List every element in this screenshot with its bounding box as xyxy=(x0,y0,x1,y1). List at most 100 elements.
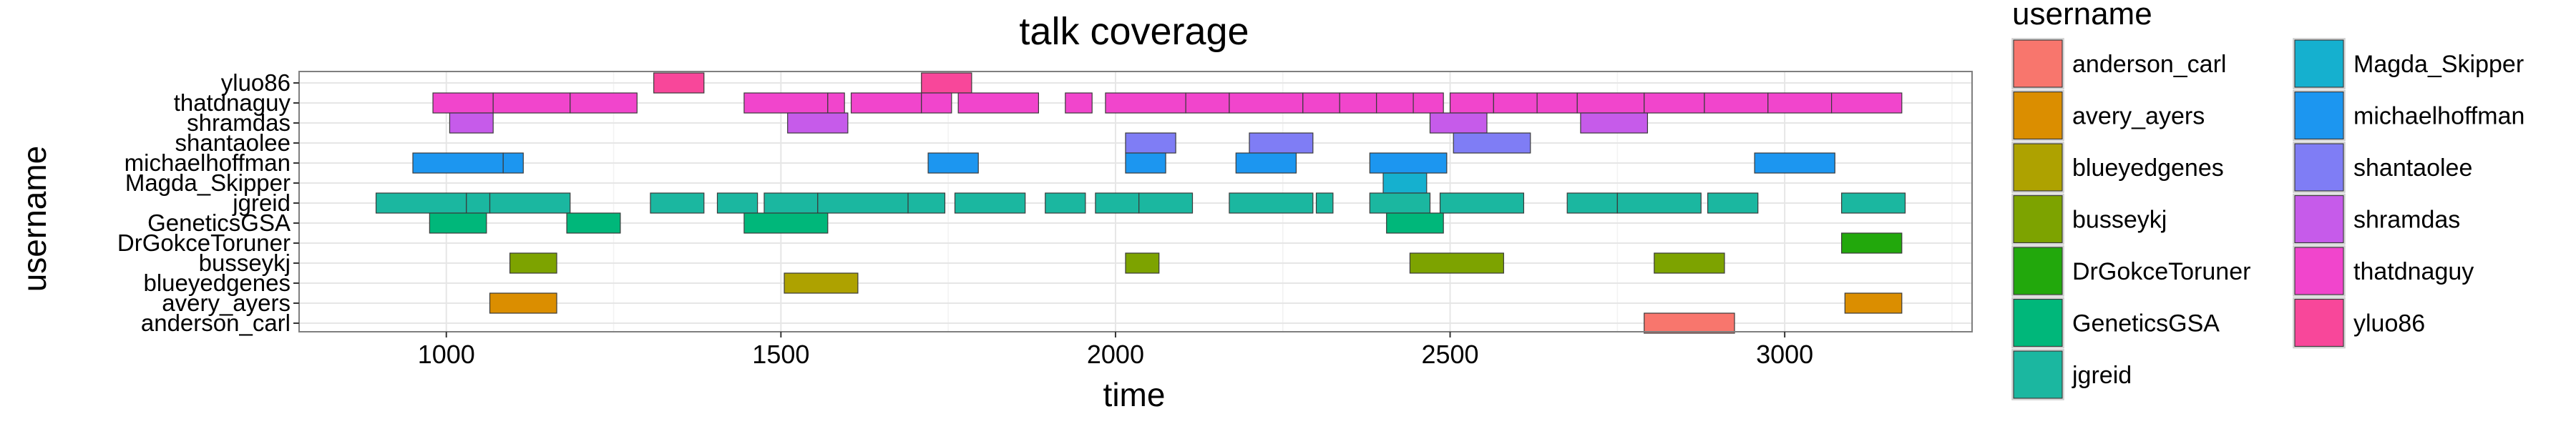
segment-shramdas xyxy=(1429,112,1488,134)
segment-Magda_Skipper xyxy=(1382,172,1428,194)
segment-jgreid xyxy=(1439,192,1525,214)
legend-label: shantaolee xyxy=(2353,154,2472,182)
y-tick-label: blueyedgenes xyxy=(143,270,291,296)
segment-busseykj xyxy=(1125,252,1160,274)
segment-jgreid xyxy=(1707,192,1759,214)
segment-thatdnaguy xyxy=(1229,92,1304,114)
plot-border xyxy=(298,71,1973,332)
y-tick-label: DrGokceToruner xyxy=(117,230,291,256)
y-tick-label: shramdas xyxy=(187,109,291,136)
segment-thatdnaguy xyxy=(850,92,922,114)
segment-jgreid xyxy=(650,192,705,214)
segment-GeneticsGSA xyxy=(1386,212,1444,234)
segment-DrGokceToruner xyxy=(1841,232,1903,254)
legend-label: blueyedgenes xyxy=(2072,154,2224,182)
legend-title: username xyxy=(2012,0,2152,31)
segment-jgreid xyxy=(489,192,571,214)
segment-jgreid xyxy=(1095,192,1140,214)
segment-GeneticsGSA xyxy=(429,212,487,234)
segment-thatdnaguy xyxy=(570,92,638,114)
legend-key-michaelhoffman xyxy=(2294,91,2344,140)
y-tick-label: Magda_Skipper xyxy=(125,169,291,196)
segment-michaelhoffman xyxy=(1125,152,1166,174)
segment-michaelhoffman xyxy=(1235,152,1297,174)
segment-thatdnaguy xyxy=(1536,92,1578,114)
segment-thatdnaguy xyxy=(827,92,845,114)
x-tick-label: 3000 xyxy=(1756,340,1813,369)
segment-yluo86 xyxy=(921,72,972,94)
segment-jgreid xyxy=(907,192,946,214)
segment-jgreid xyxy=(954,192,1026,214)
legend-label: michaelhoffman xyxy=(2353,103,2524,130)
segment-GeneticsGSA xyxy=(566,212,621,234)
segment-shantaolee xyxy=(1249,132,1314,154)
y-tick-label: yluo86 xyxy=(221,69,291,96)
segment-michaelhoffman xyxy=(412,152,504,174)
segment-jgreid xyxy=(1841,192,1906,214)
segment-thatdnaguy xyxy=(1644,92,1705,114)
segment-thatdnaguy xyxy=(1449,92,1494,114)
legend-key-jgreid xyxy=(2013,350,2063,399)
y-tick-label: busseykj xyxy=(199,250,291,276)
segment-jgreid xyxy=(466,192,491,214)
segment-michaelhoffman xyxy=(502,152,524,174)
segment-thatdnaguy xyxy=(1105,92,1186,114)
segment-yluo86 xyxy=(653,72,705,94)
segment-busseykj xyxy=(1409,252,1504,274)
legend-key-blueyedgenes xyxy=(2013,143,2063,192)
segment-jgreid xyxy=(1138,192,1194,214)
segment-thatdnaguy xyxy=(1185,92,1230,114)
plot-area: yluo86thatdnaguyshramdasshantaoleemichae… xyxy=(117,69,1973,369)
segment-jgreid xyxy=(1229,192,1314,214)
legend-label: busseykj xyxy=(2072,207,2167,234)
segment-avery_ayers xyxy=(489,292,557,314)
x-axis-label: time xyxy=(1103,376,1166,413)
segment-shantaolee xyxy=(1125,132,1176,154)
segment-thatdnaguy xyxy=(1339,92,1377,114)
segment-michaelhoffman xyxy=(927,152,979,174)
legend: username anderson_carl avery_ayersblueyed… xyxy=(2011,0,2524,400)
segment-thatdnaguy xyxy=(1704,92,1769,114)
segment-shantaolee xyxy=(1453,132,1531,154)
legend-label: yluo86 xyxy=(2353,310,2425,337)
segment-thatdnaguy xyxy=(957,92,1039,114)
y-tick-label: avery_ayers xyxy=(162,290,291,316)
legend-key-GeneticsGSA xyxy=(2013,298,2063,347)
segment-jgreid xyxy=(375,192,467,214)
legend-label: jgreid xyxy=(2072,362,2132,389)
legend-label: GeneticsGSA xyxy=(2072,310,2220,337)
segment-thatdnaguy xyxy=(1413,92,1444,114)
legend-key-yluo86 xyxy=(2294,298,2344,347)
x-tick-label: 1500 xyxy=(752,340,809,369)
segment-jgreid xyxy=(1566,192,1618,214)
y-tick-label: michaelhoffman xyxy=(125,149,291,176)
legend-key-shantaolee xyxy=(2294,143,2344,192)
y-tick-label: jgreid xyxy=(232,189,291,216)
segment-shramdas xyxy=(449,112,494,134)
segment-anderson_carl xyxy=(1644,312,1735,334)
chart-title: talk coverage xyxy=(1019,10,1249,53)
legend-key-busseykj xyxy=(2013,194,2063,244)
legend-key-anderson_carl xyxy=(2013,39,2063,88)
x-tick-label: 2500 xyxy=(1421,340,1478,369)
segment-thatdnaguy xyxy=(492,92,571,114)
segment-shramdas xyxy=(787,112,849,134)
segment-jgreid xyxy=(1369,192,1431,214)
x-tick-label: 2000 xyxy=(1087,340,1144,369)
segment-jgreid xyxy=(763,192,819,214)
segment-jgreid xyxy=(1315,192,1334,214)
segment-thatdnaguy xyxy=(1376,92,1414,114)
segment-thatdnaguy xyxy=(1493,92,1538,114)
y-tick-label: thatdnaguy xyxy=(174,89,291,116)
legend-key-DrGokceToruner xyxy=(2013,247,2063,295)
y-tick-label: GeneticsGSA xyxy=(147,209,291,236)
segment-thatdnaguy xyxy=(1302,92,1340,114)
segment-busseykj xyxy=(509,252,557,274)
segment-GeneticsGSA xyxy=(743,212,829,234)
y-tick-label: shantaolee xyxy=(175,129,291,156)
segment-shramdas xyxy=(1580,112,1649,134)
segment-jgreid xyxy=(716,192,758,214)
legend-key-avery_ayers xyxy=(2013,91,2063,140)
